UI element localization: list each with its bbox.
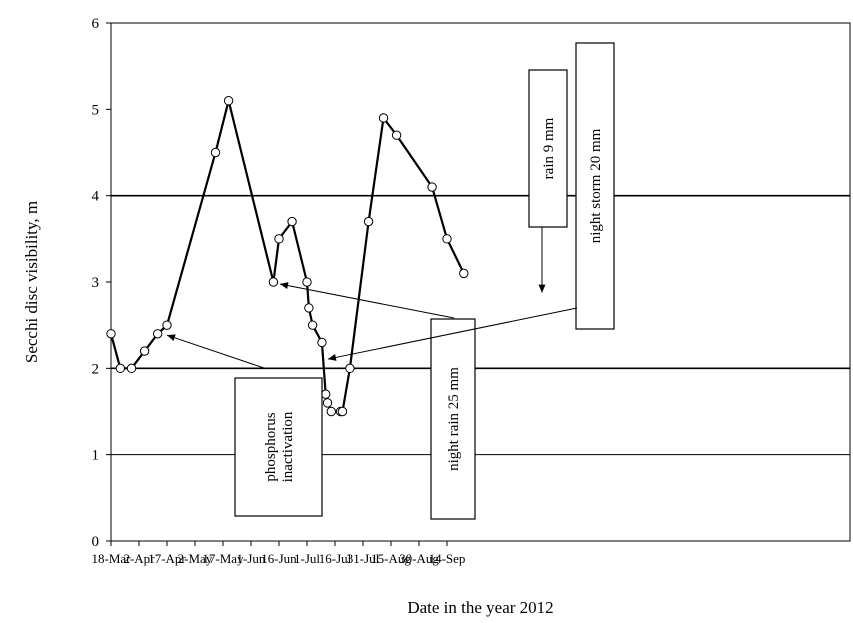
annotation-text: phosphorus (263, 412, 279, 481)
data-point (391, 130, 402, 140)
data-point (162, 320, 172, 330)
x-tick-label: 17-Apr (148, 551, 186, 566)
data-point (442, 234, 452, 244)
data-point (126, 363, 137, 374)
data-point (363, 216, 374, 227)
data-point (345, 363, 355, 374)
x-tick-label: 16-Jul (319, 551, 352, 566)
annotation-arrowhead (167, 334, 176, 342)
data-point (326, 406, 336, 417)
data-point (210, 147, 221, 158)
x-tick-label: 18-Mar (92, 551, 132, 566)
annotation-box (528, 69, 568, 228)
data-point (152, 329, 163, 339)
annotation-arrow (327, 307, 578, 360)
data-point (223, 96, 234, 106)
annotation-text: night rain 25 mm (446, 367, 462, 471)
x-tick-label: 2-May (178, 551, 213, 566)
annotation-arrowhead (327, 354, 337, 361)
y-tick-label: 6 (92, 16, 100, 32)
x-tick-label: 31-Jul (347, 551, 380, 566)
x-tick-label: 30-Aug (399, 551, 439, 566)
data-point (378, 113, 389, 123)
x-tick-label: 2-Apr (123, 551, 155, 566)
data-point (459, 268, 469, 279)
y-tick-label: 2 (92, 361, 100, 377)
x-tick-label: 15-Aug (371, 551, 411, 566)
y-axis-title: Secchi disc visibility, m (22, 201, 41, 363)
data-point (268, 277, 279, 287)
annotation-arrow (279, 283, 455, 319)
x-tick-label: 17-May (202, 551, 244, 566)
data-point (337, 406, 348, 417)
series-line (109, 99, 465, 413)
annotation-arrow (166, 334, 265, 369)
annotation-text: inactivation (280, 411, 296, 482)
data-point (115, 363, 126, 374)
y-tick-label: 1 (92, 448, 100, 464)
y-tick-label: 0 (92, 534, 100, 550)
plot-frame (110, 22, 851, 542)
data-point (139, 346, 150, 356)
annotation-text: night storm 20 mm (588, 128, 604, 243)
x-tick-label: 1-Jun (237, 551, 266, 566)
data-point (307, 320, 318, 330)
x-tick-label: 14-Sep (429, 551, 466, 566)
x-tick-label: 1-Jul (294, 551, 320, 566)
data-point (302, 277, 312, 287)
annotation-arrowhead (538, 284, 546, 293)
annotation-arrowhead (280, 282, 289, 289)
y-tick-label: 4 (92, 189, 100, 205)
data-point (274, 234, 284, 244)
x-axis-title: Date in the year 2012 (407, 598, 553, 617)
data-point (427, 182, 437, 192)
annotation-box (430, 318, 476, 520)
y-tick-label: 5 (92, 102, 100, 118)
data-point (304, 303, 314, 313)
annotation-text: rain 9 mm (541, 117, 557, 179)
data-point (287, 216, 297, 227)
x-tick-label: 16-Jun (261, 551, 297, 566)
data-point (322, 398, 333, 408)
data-point (106, 329, 116, 339)
data-point (320, 389, 331, 399)
data-point (317, 337, 327, 348)
y-tick-label: 3 (92, 275, 100, 291)
annotation-box (234, 377, 323, 517)
annotation-box (575, 42, 615, 330)
